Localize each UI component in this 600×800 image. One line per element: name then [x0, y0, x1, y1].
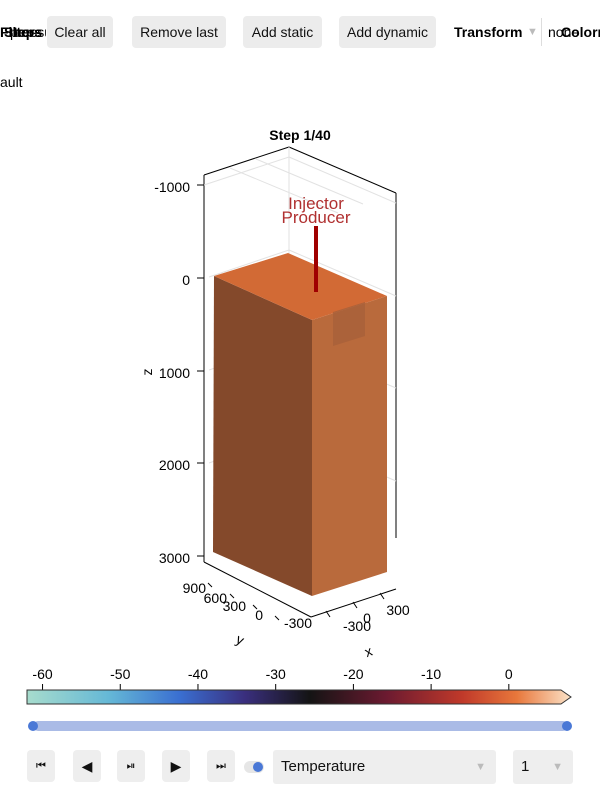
time-slider-end-handle[interactable] [562, 721, 572, 731]
z-tick-label: 1000 [159, 365, 190, 381]
index-select-value: 1 [521, 758, 530, 775]
transform-chevron-icon[interactable]: ▼ [527, 26, 538, 38]
toolbar-label-filters: Filters [0, 24, 43, 40]
x-tick-label: -300 [343, 618, 371, 634]
reservoir-block [213, 253, 387, 596]
clear-all-button[interactable]: Clear all [47, 16, 113, 48]
add-dynamic-button[interactable]: Add dynamic [339, 16, 436, 48]
colorbar-tick-label: -30 [266, 666, 286, 682]
colormap-label: Colormap [561, 24, 600, 40]
y-axis: 900 600 300 0 -300 y [183, 580, 313, 648]
block-highlight-patch [333, 302, 365, 346]
transform-label: Transform [454, 24, 523, 40]
block-front-face [213, 276, 312, 596]
transform-value[interactable]: none [548, 24, 580, 40]
first-step-button[interactable]: ⏮ [27, 750, 55, 782]
z-axis: -1000 0 1000 2000 3000 z [139, 179, 204, 566]
colorbar [26, 689, 572, 705]
next-step-button[interactable]: ▶ [162, 750, 190, 782]
colorbar-tick-label: -40 [188, 666, 208, 682]
add-static-button[interactable]: Add static [243, 16, 322, 48]
colorbar-tick-label: 0 [505, 666, 513, 682]
block-top-face [214, 253, 387, 320]
remove-last-button[interactable]: Remove last [132, 16, 226, 48]
time-slider-track[interactable] [33, 721, 568, 731]
block-right-face [312, 296, 387, 596]
x-axis: -300 0 300 x [325, 592, 410, 660]
z-tick-label: -1000 [154, 179, 190, 195]
x-axis-label: x [362, 643, 374, 660]
y-axis-label: y [234, 631, 247, 648]
plot-title: Step 1/40 [269, 127, 331, 143]
property-select-value: Temperature [281, 758, 366, 775]
well-label-producer: Producer [282, 208, 351, 227]
z-tick-label: 0 [182, 272, 190, 288]
colorbar-tick-label: -60 [32, 666, 52, 682]
toolbar-label-pressure: pressure_m [10, 24, 46, 40]
x-tick-label: 0 [363, 610, 371, 626]
colorbar-ticks: -60 -50 -40 -30 -20 -10 0 [32, 666, 513, 690]
previous-step-button[interactable]: ◀ [73, 750, 101, 782]
chevron-down-icon: ▼ [475, 761, 486, 773]
chevron-down-icon: ▼ [552, 761, 563, 773]
colorbar-tick-label: -10 [421, 666, 441, 682]
well-label-injector: Injector [288, 194, 344, 213]
z-tick-label: 2000 [159, 457, 190, 473]
toggle-knob-icon [253, 762, 263, 772]
play-pause-button[interactable]: ⏯ [117, 750, 145, 782]
index-select[interactable]: 1 ▼ [513, 750, 573, 784]
toolbar-label-steps: Steps [4, 24, 43, 40]
toolbar-divider [541, 18, 542, 46]
z-axis-label: z [139, 369, 155, 376]
z-tick-label: 3000 [159, 550, 190, 566]
colorbar-tick-label: -50 [110, 666, 130, 682]
time-slider-start-handle[interactable] [28, 721, 38, 731]
toggle-switch[interactable] [244, 761, 264, 773]
y-tick-label: 300 [223, 598, 247, 614]
y-tick-label: -300 [284, 615, 312, 631]
y-tick-label: 900 [183, 580, 207, 596]
x-tick-label: 300 [386, 602, 410, 618]
property-select[interactable]: Temperature ▼ [273, 750, 496, 784]
menu-fragment-text: ault [0, 74, 23, 90]
y-tick-label: 600 [204, 590, 228, 606]
last-step-button[interactable]: ⏭ [207, 750, 235, 782]
y-tick-label: 0 [255, 607, 263, 623]
colorbar-tick-label: -20 [343, 666, 363, 682]
